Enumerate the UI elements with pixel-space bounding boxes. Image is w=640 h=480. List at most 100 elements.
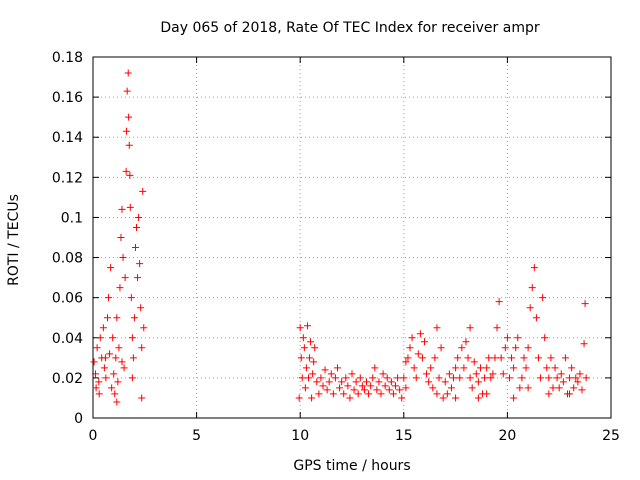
data-point [466, 374, 474, 382]
data-point [306, 354, 314, 362]
data-point [363, 378, 371, 386]
x-tick-label: 0 [89, 428, 98, 444]
data-point [116, 284, 124, 292]
data-point [365, 390, 373, 398]
data-point [90, 358, 98, 366]
data-point [302, 364, 310, 372]
data-point [129, 354, 137, 362]
data-point [441, 378, 449, 386]
data-point [300, 344, 308, 352]
data-point [582, 374, 590, 382]
data-point [385, 386, 393, 394]
data-point [369, 374, 377, 382]
data-point [317, 374, 325, 382]
data-point [472, 370, 480, 378]
data-point [367, 382, 375, 390]
data-point [495, 298, 503, 306]
data-point [545, 390, 553, 398]
data-point [501, 344, 509, 352]
data-point [578, 386, 586, 394]
data-point [547, 354, 555, 362]
y-tick-label: 0.18 [52, 50, 83, 66]
data-point [118, 358, 126, 366]
data-point [297, 354, 305, 362]
data-point [138, 394, 146, 402]
data-point [114, 378, 122, 386]
data-point [105, 294, 113, 302]
data-point [454, 354, 462, 362]
data-point [101, 354, 109, 362]
data-point [443, 390, 451, 398]
data-point [295, 394, 303, 402]
data-point [310, 358, 318, 366]
data-series [90, 69, 590, 406]
data-point [439, 394, 447, 402]
y-tick-label: 0.02 [52, 371, 83, 387]
data-point [92, 384, 100, 392]
data-point [408, 334, 416, 342]
data-point [580, 340, 588, 348]
data-point [123, 87, 131, 95]
y-tick-label: 0.14 [52, 130, 83, 146]
y-tick-label: 0 [74, 411, 83, 427]
data-point [308, 394, 316, 402]
data-point [379, 370, 387, 378]
plot-frame [92, 56, 612, 419]
data-point [485, 354, 493, 362]
data-point [111, 390, 119, 398]
data-point [389, 390, 397, 398]
chart-title: Day 065 of 2018, Rate Of TEC Index for r… [160, 20, 539, 36]
x-tick-label: 5 [192, 428, 201, 444]
data-point [333, 364, 341, 372]
data-point [139, 187, 147, 195]
data-point [394, 374, 402, 382]
data-point [534, 354, 542, 362]
data-point [134, 274, 142, 282]
data-point [128, 334, 136, 342]
data-point [524, 384, 532, 392]
data-point [551, 364, 559, 372]
data-point [123, 127, 131, 135]
data-point [499, 370, 507, 378]
data-point [528, 284, 536, 292]
data-point [352, 378, 360, 386]
data-point [474, 394, 482, 402]
data-point [402, 358, 410, 366]
data-point [112, 354, 120, 362]
data-point [557, 370, 565, 378]
data-point [433, 324, 441, 332]
data-point [350, 386, 358, 394]
data-point [503, 334, 511, 342]
data-point [375, 378, 383, 386]
y-tick-label: 0.1 [61, 210, 83, 226]
data-point [445, 370, 453, 378]
data-point [414, 350, 422, 358]
data-point [115, 344, 123, 352]
data-point [319, 382, 327, 390]
x-tick-label: 10 [291, 428, 309, 444]
data-point [581, 300, 589, 308]
x-tick-label: 20 [498, 428, 516, 444]
data-point [298, 374, 306, 382]
data-point [549, 384, 557, 392]
data-point [102, 374, 110, 382]
data-point [524, 344, 532, 352]
data-point [410, 364, 418, 372]
y-tick-label: 0.16 [52, 90, 83, 106]
data-point [425, 378, 433, 386]
data-point [541, 334, 549, 342]
data-point [537, 374, 545, 382]
data-point [360, 386, 368, 394]
data-point [493, 324, 501, 332]
data-point [307, 338, 315, 346]
data-point [398, 394, 406, 402]
data-point [572, 374, 580, 382]
data-point [118, 205, 126, 213]
data-point [421, 338, 429, 346]
data-point [107, 264, 115, 272]
data-point [128, 374, 136, 382]
data-point [512, 344, 520, 352]
data-point [468, 384, 476, 392]
data-point [505, 374, 513, 382]
data-point [522, 364, 530, 372]
